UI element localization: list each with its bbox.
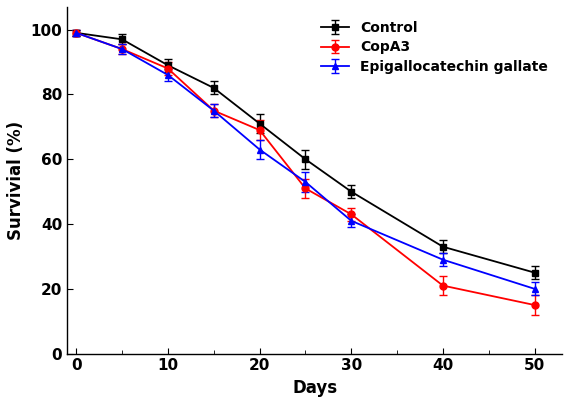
X-axis label: Days: Days	[292, 379, 337, 397]
Legend: Control, CopA3, Epigallocatechin gallate: Control, CopA3, Epigallocatechin gallate	[315, 14, 555, 81]
Y-axis label: Survivial (%): Survivial (%)	[7, 121, 25, 240]
